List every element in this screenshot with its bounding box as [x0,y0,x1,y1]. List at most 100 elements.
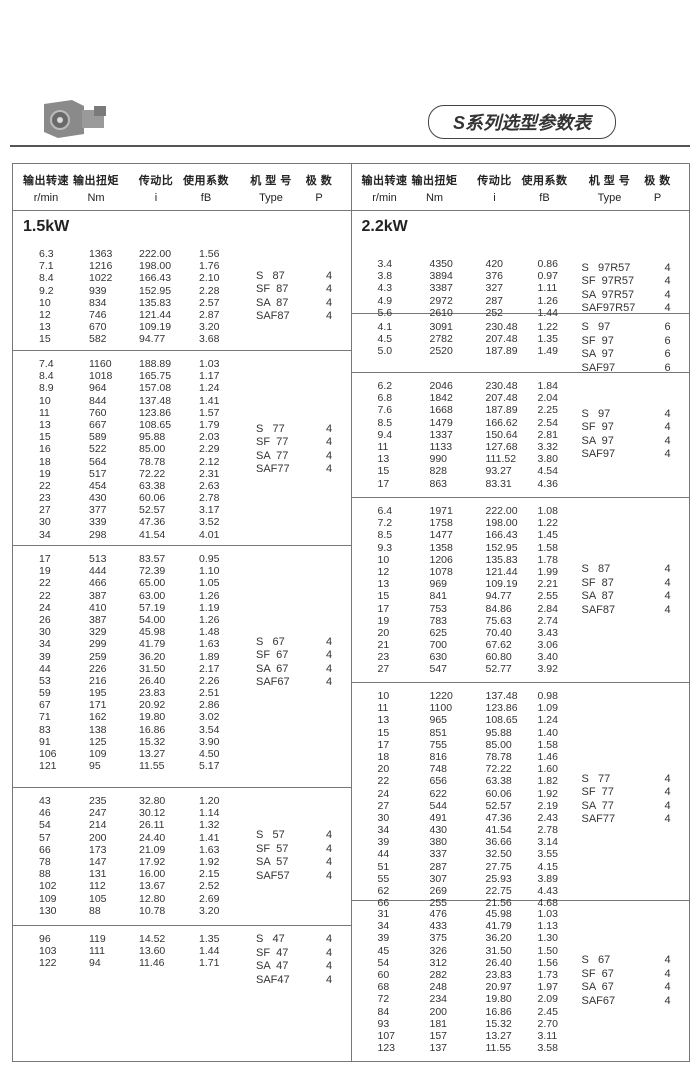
cell-factor: 2.19 [537,799,558,812]
model-type: SF 47 [256,946,289,959]
cell-speed: 5.0 [377,345,393,358]
cell-speed: 53 [39,674,51,687]
cell-ratio: 207.48 [485,333,518,346]
data-rows: 6.4 1971 222.00 1.08 7.2 1758 198.00 1.22 8.5 147… [352,505,558,682]
page-title: S系列选型参数表 [428,105,616,139]
data-rows: 3.4 4350 420 0.86 3.8 3894 376 0.97 4.3 3387 327 1.… [352,258,558,319]
pole-number: 4 [664,967,671,980]
table-row: 43 235 32.80 1.20 [13,795,219,807]
cell-speed: 23 [39,492,51,505]
cell-ratio: 26.40 [485,956,512,969]
table-row: 34 433 41.79 1.13 [352,920,558,932]
cell-speed: 27 [377,799,390,812]
cell-torque: 95 [89,760,101,773]
cell-factor: 3.43 [537,626,558,639]
cell-ratio: 17.92 [139,855,166,868]
pole-number: 6 [664,334,671,347]
cell-ratio: 57.19 [139,601,166,614]
cell-factor: 3.02 [199,711,220,724]
table-row: 10 1206 135.83 1.78 [352,554,558,566]
cell-ratio: 36.20 [485,932,512,945]
data-rows: 7.4 1160 188.89 1.03 8.4 1018 165.75 1.17 8.9 964… [13,358,219,545]
cell-factor: 3.54 [199,723,220,736]
cell-ratio: 63.38 [485,775,512,788]
cell-factor: 4.36 [537,477,558,490]
cell-speed: 11 [39,406,50,419]
table-row: 39 375 36.20 1.30 [352,932,558,945]
cell-factor: 1.10 [199,565,220,578]
table-row: 7.6 1668 187.89 2.25 [352,404,558,416]
table-row: 17 755 85.00 1.58 [352,739,558,751]
pole-number: 4 [326,635,333,648]
table-row: 22 454 63.38 2.63 [13,480,219,492]
cell-ratio: 22.75 [485,885,512,897]
cell-torque: 259 [89,650,107,663]
cell-factor: 1.19 [199,601,220,614]
cell-factor: 1.11 [537,282,558,295]
cell-torque: 387 [89,613,107,626]
model-type: SA 67 [581,981,614,994]
cell-speed: 18 [377,750,390,763]
cell-torque: 339 [89,516,107,529]
model-types: S 57 SF 57 SA 57 SAF57 [256,829,290,883]
model-type: SAF87 [256,310,290,323]
header-ratio: 传动比 i [126,164,186,204]
header-poles-unit: P [653,192,662,204]
cell-factor: 1.56 [199,248,220,260]
cell-torque: 783 [429,614,448,627]
table-row: 11 1133 127.68 3.32 [352,441,558,453]
cell-speed: 30 [39,626,51,639]
table-row: 106 109 13.27 4.50 [13,748,219,760]
cell-factor: 3.20 [199,321,220,334]
table-row: 9.2 939 152.95 2.28 [13,285,219,297]
model-type: SA 57 [256,856,289,868]
cell-speed: 44 [39,662,51,675]
model-type: SA 67 [256,662,289,675]
cell-torque: 834 [89,296,107,309]
pole-number: 4 [326,310,333,323]
cell-ratio: 26.40 [139,674,166,687]
table-row: 7.4 1160 188.89 1.03 [13,358,219,370]
pole-number: 4 [664,261,671,274]
cell-speed: 107 [377,1029,396,1042]
cell-factor: 1.46 [537,750,558,763]
pole-number: 4 [326,856,333,868]
cell-speed: 46 [39,807,51,820]
cell-speed: 62 [377,885,390,897]
cell-torque: 173 [89,843,107,856]
cell-ratio: 45.98 [485,908,512,920]
cell-factor: 3.06 [537,639,558,652]
model-types: S 77 SF 77 SA 77 SAF77 [256,423,290,477]
cell-ratio: 47.36 [139,516,166,529]
cell-torque: 299 [89,638,107,651]
cell-ratio: 137.48 [139,394,172,407]
cell-speed: 43 [39,795,51,807]
cell-factor: 2.78 [537,824,558,837]
cell-torque: 380 [429,836,448,849]
cell-speed: 6.4 [377,505,393,517]
cell-speed: 39 [377,932,390,945]
table-row: 6.2 2046 230.48 1.84 [352,380,558,392]
table-row: 10 1220 137.48 0.98 [352,690,558,702]
table-row: 62 269 22.75 4.43 [352,885,558,897]
table-row: 19 783 75.63 2.74 [352,614,558,627]
cell-speed: 9.4 [377,428,393,441]
table-row: 23 430 60.06 2.78 [13,492,219,505]
cell-torque: 200 [89,831,107,844]
cell-ratio: 222.00 [485,505,518,517]
cell-speed: 12 [377,565,390,578]
cell-ratio: 83.57 [139,553,166,565]
model-type: SF 97R57 [581,275,635,287]
model-type: S 77 [581,772,611,785]
cell-ratio: 25.93 [485,872,512,885]
cell-factor: 1.17 [199,370,220,383]
cell-ratio: 94.77 [485,590,512,603]
table-row: 10 844 137.48 1.41 [13,394,219,407]
cell-ratio: 165.75 [139,370,172,383]
cell-ratio: 23.83 [485,968,512,981]
cell-factor: 1.09 [537,702,558,715]
cell-speed: 121 [39,760,57,773]
model-type: SA 87 [256,296,289,309]
